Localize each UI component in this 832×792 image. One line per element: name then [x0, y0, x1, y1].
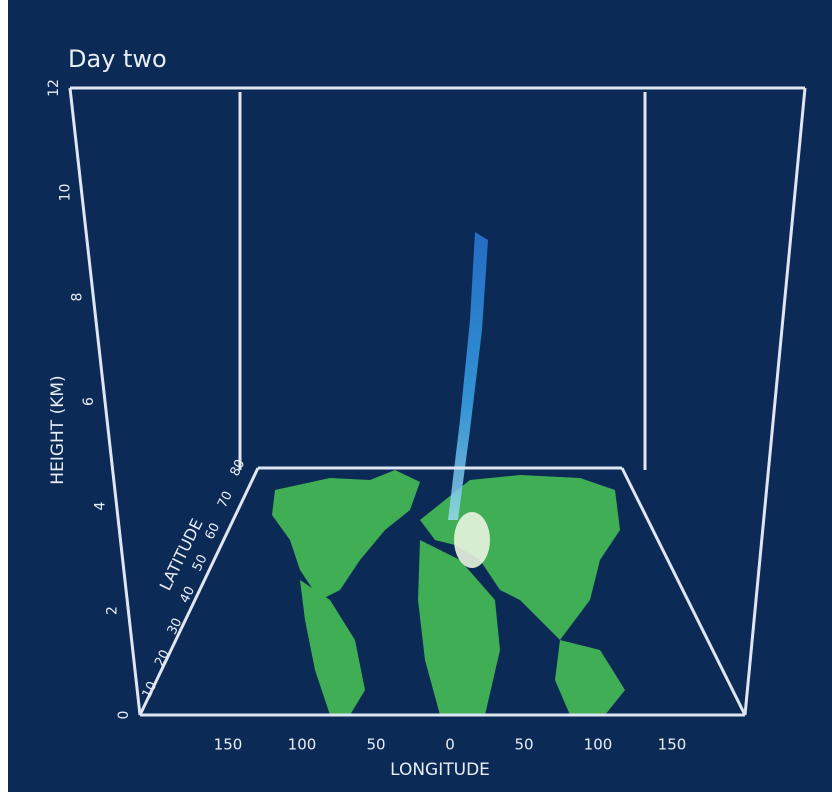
longitude-axis-label: LONGITUDE	[390, 760, 490, 780]
latitude-tick-label: 60	[202, 521, 223, 542]
latitude-tick-label: 40	[177, 584, 198, 605]
height-tick-label: 8	[69, 293, 85, 302]
latitude-tick-label: 70	[215, 489, 236, 510]
latitude-tick-label: 80	[228, 457, 249, 478]
longitude-tick-label: 150	[214, 736, 243, 754]
longitude-tick-label: 50	[514, 736, 533, 754]
height-tick-label: 0	[116, 711, 132, 720]
height-tick-label: 10	[58, 184, 74, 202]
longitude-tick-label: 100	[288, 736, 317, 754]
background	[8, 0, 832, 792]
height-tick-label: 4	[93, 501, 109, 510]
continents	[272, 470, 625, 715]
longitude-tick-label: 150	[658, 736, 687, 754]
longitude-tick-label: 100	[584, 736, 613, 754]
height-tick-label: 12	[46, 79, 62, 97]
latitude-tick-label: 30	[165, 616, 186, 637]
axes-box	[68, 86, 807, 717]
height-tick-label: 6	[81, 397, 97, 406]
plume	[448, 232, 488, 520]
height-tick-label: 2	[104, 606, 120, 615]
latitude-tick-label: 10	[140, 679, 161, 700]
longitude-tick-label: 50	[366, 736, 385, 754]
latitude-tick-label: 20	[152, 648, 173, 669]
latitude-tick-label: 50	[190, 552, 211, 573]
plume-base	[454, 512, 490, 568]
title: Day two	[68, 45, 167, 73]
longitude-tick-label: 0	[445, 736, 455, 754]
height-axis-label: HEIGHT (KM)	[48, 375, 68, 484]
